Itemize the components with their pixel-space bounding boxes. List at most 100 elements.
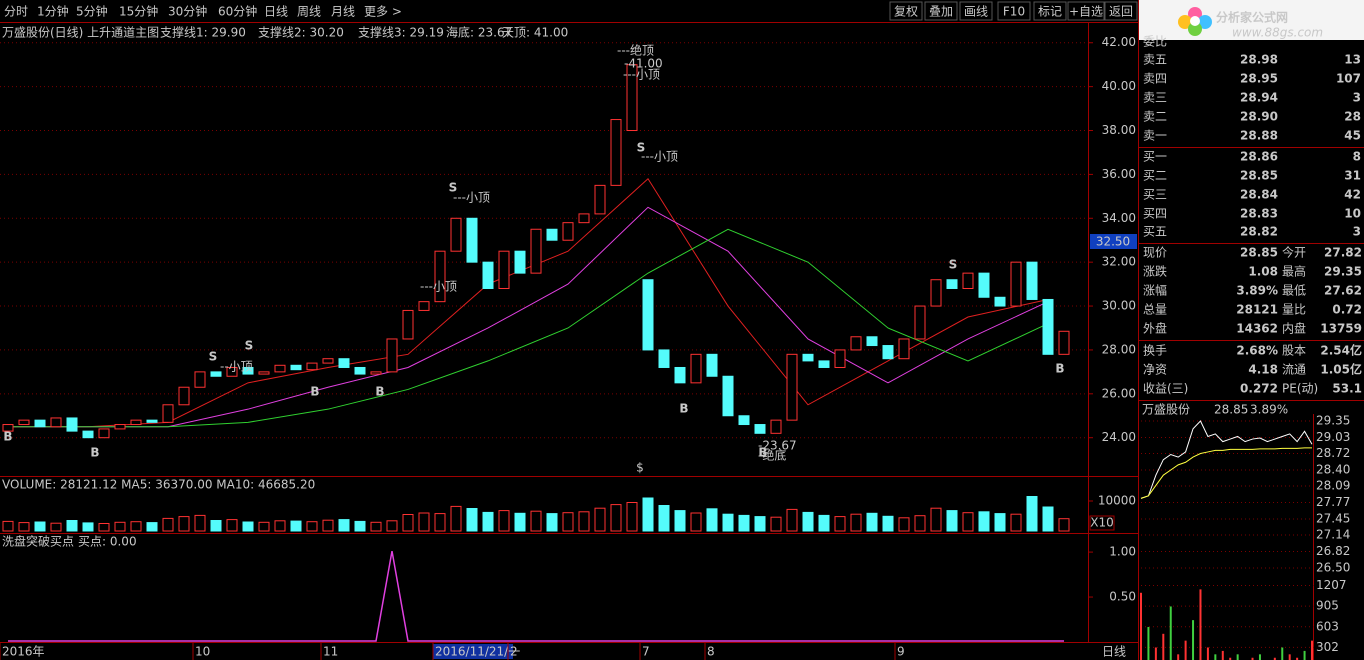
volume-bar: [914, 515, 926, 532]
volume-bar: [386, 520, 398, 532]
toolbar-button-frame[interactable]: [1033, 1, 1067, 21]
toolbar-button[interactable]: +自选: [1069, 5, 1103, 19]
volume-bar: [642, 497, 654, 532]
period-tab[interactable]: 分时: [4, 5, 28, 19]
stat-value: 3.89%: [1236, 284, 1278, 298]
moving-average-line: [8, 206, 1049, 428]
candle: [722, 375, 734, 417]
toolbar-button[interactable]: 画线: [964, 5, 988, 19]
toolbar-button[interactable]: F10: [1003, 5, 1025, 19]
candle: [706, 353, 718, 377]
volume-bar: [162, 517, 174, 532]
indicator-legend: 支撑线3: 29.19: [358, 25, 444, 40]
volume-bar: [242, 521, 254, 532]
toolbar-button-frame[interactable]: [959, 1, 993, 21]
quote-volume: 31: [1344, 169, 1361, 183]
quote-volume: 3: [1353, 91, 1361, 105]
volume-bar: [610, 504, 622, 532]
signal-annotation: -41.00: [624, 57, 663, 71]
date-label: 8: [707, 645, 715, 659]
toolbar-button[interactable]: 标记: [1038, 5, 1062, 19]
signal-annotation: S: [245, 339, 254, 353]
volume-bar: [562, 512, 574, 532]
period-tab[interactable]: 30分钟: [168, 4, 207, 19]
period-tab[interactable]: 15分钟: [119, 4, 158, 19]
signal-annotation: B: [375, 385, 384, 399]
stat-value: 13759: [1320, 322, 1362, 336]
stat-label: 流通: [1282, 363, 1306, 377]
signal-annotation: B: [90, 446, 99, 460]
candle: [914, 305, 926, 340]
volume-bar: [130, 521, 142, 532]
candle: [738, 415, 750, 426]
candle: [210, 371, 222, 377]
y-tick-label: 905: [1316, 599, 1339, 613]
period-tab[interactable]: 60分钟: [218, 4, 257, 19]
period-tab[interactable]: 日线: [264, 5, 288, 19]
signal-annotation: --小顶: [220, 360, 253, 374]
quote-volume: 8: [1353, 150, 1361, 164]
date-label: 9: [897, 645, 905, 659]
quote-volume: 42: [1344, 188, 1361, 202]
toolbar-button[interactable]: 叠加: [929, 5, 953, 19]
stat-value: 53.1: [1332, 382, 1362, 396]
quote-price: 28.85: [1240, 169, 1278, 183]
volume-bar: [50, 522, 62, 532]
quote-volume: 28: [1344, 110, 1361, 124]
toolbar-button[interactable]: 复权: [894, 5, 918, 19]
candle: [930, 279, 942, 307]
quote-label: 买三: [1143, 188, 1167, 202]
stat-value: 0.272: [1240, 382, 1278, 396]
indicator-legend: 天顶: 41.00: [502, 26, 568, 40]
y-tick-label: 38.00: [1102, 123, 1136, 137]
volume-bar: [450, 505, 462, 532]
candle: [242, 366, 254, 375]
y-tick-label: 1207: [1316, 578, 1347, 592]
candle: [674, 366, 686, 384]
toolbar-button-frame[interactable]: [1104, 1, 1138, 21]
period-tab[interactable]: 更多 >: [364, 5, 402, 19]
volume-bar: [626, 502, 638, 532]
signal-annotation: S: [637, 141, 646, 155]
candle: [370, 371, 382, 375]
volume-bar: [722, 513, 734, 532]
candle: [322, 358, 334, 364]
y-tick-label: 27.45: [1316, 512, 1350, 526]
signal-annotation: $: [636, 461, 644, 475]
y-tick-label: 36.00: [1102, 167, 1136, 181]
volume-bar: [482, 511, 494, 532]
volume-bar: [2, 520, 14, 532]
volume-bar: [194, 514, 206, 532]
volume-bar: [818, 514, 830, 532]
indicator-legend: 买点: 0.00: [78, 535, 137, 549]
stat-value: 27.62: [1324, 284, 1362, 298]
period-tab[interactable]: 5分钟: [76, 4, 108, 19]
y-tick-label: 10000: [1098, 494, 1136, 508]
date-label: 2: [510, 645, 518, 659]
period-tab[interactable]: 月线: [331, 5, 355, 19]
intraday-name: 万盛股份: [1142, 402, 1190, 417]
date-label: 2016年: [2, 645, 45, 659]
toolbar-button-frame[interactable]: [889, 1, 923, 21]
toolbar-button-frame[interactable]: [1067, 1, 1105, 21]
toolbar-button-frame[interactable]: [924, 1, 958, 21]
quote-price: 28.84: [1240, 188, 1278, 202]
candle: [226, 366, 238, 377]
signal-annotation: ---小顶: [623, 68, 660, 82]
chart-title: 万盛股份(日线) 上升通道主图: [2, 25, 159, 40]
stat-value: 29.35: [1324, 265, 1362, 279]
y-tick-label: 32.00: [1102, 255, 1136, 269]
quote-price: 28.83: [1240, 207, 1278, 221]
period-tab[interactable]: 周线: [297, 5, 321, 19]
volume-bar: [274, 520, 286, 532]
stat-value: 1.08: [1248, 265, 1278, 279]
indicator-legend: 海底: 23.67: [446, 25, 512, 40]
stat-label: 最高: [1282, 264, 1306, 279]
toolbar-button[interactable]: 返回: [1109, 5, 1133, 19]
toolbar-button-frame[interactable]: [997, 1, 1031, 21]
period-tab[interactable]: 1分钟: [37, 4, 69, 19]
intraday-price: 28.85: [1214, 403, 1248, 417]
volume-bar: [258, 521, 270, 532]
candle: [418, 301, 430, 311]
